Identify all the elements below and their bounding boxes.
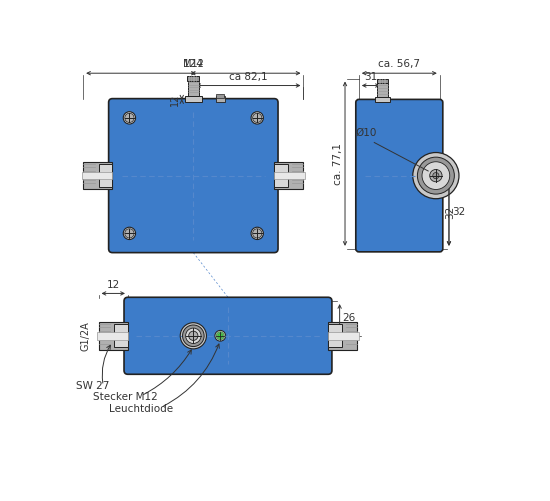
Text: SW 27: SW 27 <box>76 381 109 391</box>
Bar <box>274 172 305 179</box>
Text: Stecker M12: Stecker M12 <box>93 392 158 402</box>
Text: ca 82,1: ca 82,1 <box>229 72 268 82</box>
FancyBboxPatch shape <box>356 99 443 252</box>
Circle shape <box>412 152 459 199</box>
Circle shape <box>430 169 442 182</box>
FancyBboxPatch shape <box>109 99 278 253</box>
Text: 31: 31 <box>364 72 377 82</box>
Bar <box>83 162 113 189</box>
Circle shape <box>417 157 454 194</box>
Text: M12: M12 <box>183 59 204 69</box>
Text: 32: 32 <box>445 205 455 219</box>
Circle shape <box>251 112 263 124</box>
Circle shape <box>251 227 263 239</box>
Bar <box>98 164 113 187</box>
Text: 32: 32 <box>452 207 465 217</box>
Bar <box>328 322 358 350</box>
Bar <box>188 81 199 96</box>
Text: 124: 124 <box>183 59 204 69</box>
Circle shape <box>218 334 223 338</box>
Bar <box>114 324 128 347</box>
Bar <box>187 76 200 81</box>
Text: ca. 56,7: ca. 56,7 <box>378 59 420 69</box>
Bar <box>274 164 288 187</box>
Text: ca. 77,1: ca. 77,1 <box>333 143 343 185</box>
Circle shape <box>433 172 439 179</box>
Circle shape <box>183 325 204 347</box>
Bar <box>185 96 202 103</box>
Circle shape <box>125 113 134 122</box>
Circle shape <box>180 323 206 349</box>
Circle shape <box>123 227 135 239</box>
Bar <box>274 162 304 189</box>
Bar <box>328 332 359 340</box>
Bar <box>217 94 224 98</box>
Bar <box>328 324 342 347</box>
Circle shape <box>125 229 134 238</box>
Text: 12: 12 <box>169 93 179 106</box>
FancyBboxPatch shape <box>124 297 332 374</box>
Text: Ø10: Ø10 <box>355 128 376 138</box>
Bar <box>377 79 388 83</box>
Bar <box>97 332 128 340</box>
Circle shape <box>189 331 198 340</box>
Bar <box>375 97 390 103</box>
Circle shape <box>422 162 450 189</box>
Text: 26: 26 <box>343 314 356 324</box>
Circle shape <box>252 229 262 238</box>
Bar <box>377 83 388 97</box>
Circle shape <box>123 112 135 124</box>
Bar <box>81 172 112 179</box>
Circle shape <box>186 328 201 344</box>
Text: 12: 12 <box>107 280 120 290</box>
Circle shape <box>252 113 262 122</box>
Circle shape <box>215 330 226 341</box>
Text: Leuchtdiode: Leuchtdiode <box>109 404 173 414</box>
Text: G1/2A: G1/2A <box>80 321 91 351</box>
Bar <box>98 322 128 350</box>
Bar <box>216 96 225 103</box>
Circle shape <box>217 332 224 340</box>
